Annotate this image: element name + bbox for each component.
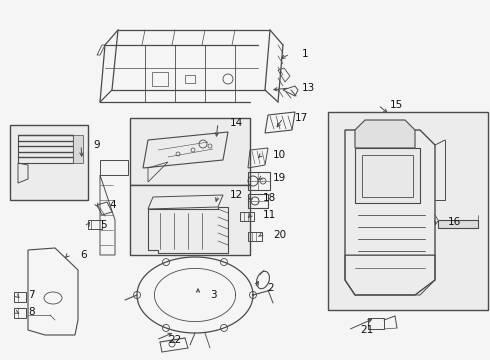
Bar	[362, 155, 413, 197]
Bar	[248, 172, 270, 190]
Text: 9: 9	[93, 140, 99, 150]
Bar	[355, 148, 420, 203]
Text: 5: 5	[100, 220, 107, 230]
Bar	[14, 308, 26, 318]
Bar	[248, 232, 262, 241]
Text: 1: 1	[302, 49, 309, 59]
Text: 15: 15	[390, 100, 403, 110]
Text: 19: 19	[273, 173, 286, 183]
Text: 8: 8	[28, 307, 35, 317]
Bar	[88, 220, 102, 229]
Text: 21: 21	[360, 325, 373, 335]
Bar	[240, 212, 254, 221]
Text: 2: 2	[267, 283, 273, 293]
Text: 13: 13	[302, 83, 315, 93]
Text: 11: 11	[263, 210, 276, 220]
Text: 20: 20	[273, 230, 286, 240]
Text: 4: 4	[109, 200, 116, 210]
Text: 7: 7	[28, 290, 35, 300]
Bar	[248, 194, 268, 208]
Text: 14: 14	[230, 118, 243, 128]
Bar	[10, 125, 88, 200]
Bar	[130, 118, 250, 185]
Polygon shape	[355, 120, 415, 148]
Bar	[130, 185, 250, 255]
Bar	[328, 112, 488, 310]
Bar	[368, 318, 384, 329]
Text: 12: 12	[230, 190, 243, 200]
Bar	[152, 72, 168, 86]
Text: 6: 6	[80, 250, 87, 260]
Bar	[438, 220, 478, 228]
Polygon shape	[73, 135, 83, 163]
Text: 18: 18	[263, 193, 276, 203]
Text: 3: 3	[210, 290, 217, 300]
Text: 22: 22	[168, 335, 181, 345]
Text: 16: 16	[448, 217, 461, 227]
Text: 10: 10	[273, 150, 286, 160]
Bar	[18, 135, 73, 163]
Text: 17: 17	[295, 113, 308, 123]
Bar	[185, 75, 195, 83]
Bar	[14, 292, 26, 302]
